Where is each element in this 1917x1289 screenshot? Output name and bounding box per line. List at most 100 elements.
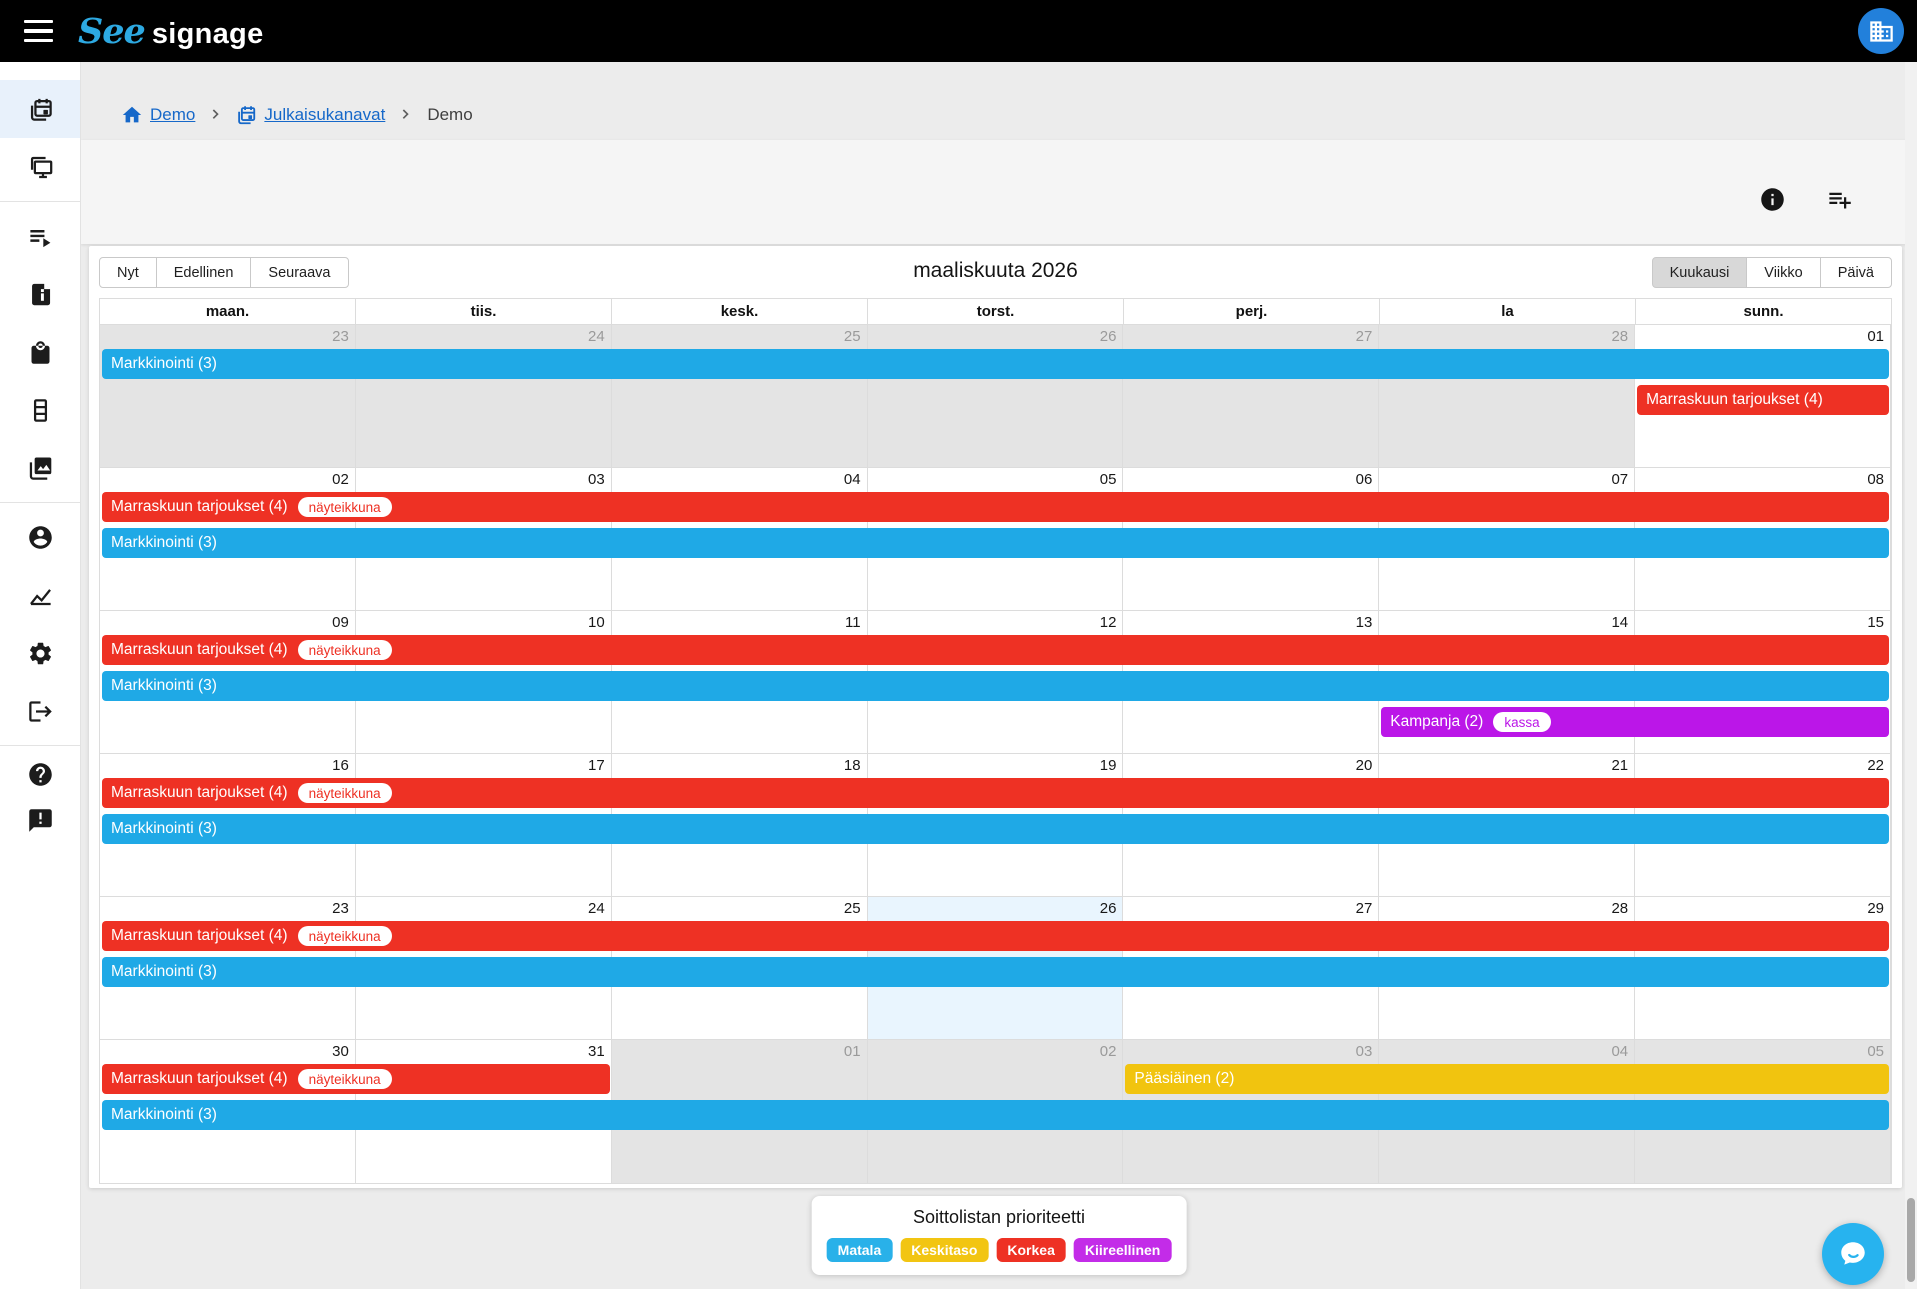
day-number: 05 [1099, 471, 1117, 488]
day-number: 19 [1099, 757, 1117, 774]
day-number: 29 [1867, 900, 1885, 917]
event-bar[interactable]: Markkinointi (3) [102, 1100, 1889, 1130]
event-bar[interactable]: Marraskuun tarjoukset (4) näyteikkuna [102, 778, 1889, 808]
legend-chip: Korkea [996, 1238, 1066, 1262]
day-number: 25 [843, 900, 861, 917]
day-number: 18 [843, 757, 861, 774]
breadcrumb: Demo Julkaisukanavat Demo [121, 104, 473, 126]
sidebar-divider [0, 201, 80, 202]
sidebar-item-feedback[interactable] [0, 797, 80, 843]
sidebar-item-displays[interactable] [0, 138, 80, 196]
nav-next-button[interactable]: Seuraava [250, 257, 349, 288]
day-number: 01 [843, 1043, 861, 1060]
view-week-button[interactable]: Viikko [1746, 257, 1821, 288]
week-row: 30 31 01 02 03 04 05 Marraskuun tarjoukset (4) n… [100, 1040, 1892, 1183]
day-number: 04 [843, 471, 861, 488]
event-bar[interactable]: Kampanja (2) kassa [1381, 707, 1889, 737]
event-label: Kampanja (2) [1390, 713, 1484, 730]
calendar-card: Nyt Edellinen Seuraava maaliskuuta 2026 … [89, 246, 1902, 1188]
day-number: 01 [1867, 328, 1885, 345]
sidebar-item-logout[interactable] [0, 682, 80, 740]
sidebar-item-table-rows[interactable] [0, 381, 80, 439]
campaigns-icon [27, 281, 54, 308]
logo-signage: signage [151, 17, 264, 50]
breadcrumb-home-link[interactable]: Demo [121, 104, 195, 126]
nav-prev-button[interactable]: Edellinen [155, 257, 252, 288]
sidebar-item-playlists[interactable] [0, 207, 80, 265]
day-number: 06 [1355, 471, 1373, 488]
event-badge: näyteikkuna [297, 783, 392, 803]
day-number: 04 [1611, 1043, 1629, 1060]
day-header: tiis. [356, 299, 612, 324]
organization-button[interactable] [1858, 8, 1904, 54]
sidebar-item-publish-calendar[interactable] [0, 80, 80, 138]
event-bar[interactable]: Marraskuun tarjoukset (4) näyteikkuna [102, 635, 1889, 665]
day-cell[interactable]: 24 [355, 325, 612, 467]
sidebar-item-campaigns[interactable] [0, 265, 80, 323]
breadcrumb-current: Demo [427, 105, 473, 124]
day-number: 28 [1611, 328, 1629, 345]
event-label: Markkinointi (3) [111, 677, 217, 694]
info-button[interactable] [1759, 186, 1786, 216]
legend-chip: Matala [826, 1238, 893, 1262]
week-row: 23 24 25 26 27 28 01 Markkinointi (3) Marraskuun… [100, 325, 1892, 468]
event-bar[interactable]: Markkinointi (3) [102, 957, 1889, 987]
day-number: 03 [588, 471, 605, 488]
event-bar[interactable]: Markkinointi (3) [102, 349, 1889, 379]
calendar-toolbar: Nyt Edellinen Seuraava maaliskuuta 2026 … [89, 246, 1902, 298]
legend-chip: Kiireellinen [1073, 1238, 1172, 1262]
day-number: 14 [1611, 614, 1629, 631]
nav-now-button[interactable]: Nyt [99, 257, 157, 288]
day-number: 03 [1355, 1043, 1373, 1060]
top-header: See signage [0, 0, 1917, 62]
event-bar[interactable]: Marraskuun tarjoukset (4) näyteikkuna [102, 1064, 610, 1094]
view-day-button[interactable]: Päivä [1819, 257, 1892, 288]
event-bar[interactable]: Pääsiäinen (2) [1125, 1064, 1889, 1094]
feedback-icon [27, 807, 54, 834]
day-header: la [1380, 299, 1636, 324]
event-bar[interactable]: Markkinointi (3) [102, 528, 1889, 558]
day-cell[interactable]: 25 [611, 325, 868, 467]
event-label: Markkinointi (3) [111, 820, 217, 837]
event-bar[interactable]: Marraskuun tarjoukset (4) [1637, 385, 1889, 415]
day-cell[interactable]: 27 [1123, 325, 1380, 467]
week-row: 02 03 04 05 06 07 08 Marraskuun tarjoukset (4) n… [100, 468, 1892, 611]
sidebar [0, 62, 81, 1289]
calendar-title: maaliskuuta 2026 [913, 259, 1078, 282]
event-badge: kassa [1493, 712, 1551, 732]
event-bar[interactable]: Marraskuun tarjoukset (4) näyteikkuna [102, 492, 1889, 522]
chat-bubble-icon [1834, 1235, 1872, 1273]
event-bar[interactable]: Markkinointi (3) [102, 671, 1889, 701]
day-cell[interactable]: 28 [1379, 325, 1636, 467]
day-number: 26 [1099, 900, 1117, 917]
sidebar-item-account[interactable] [0, 508, 80, 566]
day-cell[interactable]: 26 [867, 325, 1124, 467]
day-header: kesk. [612, 299, 868, 324]
sidebar-item-help[interactable] [0, 751, 80, 797]
legend-chips: Matala Keskitaso Korkea Kiireellinen [826, 1238, 1172, 1262]
day-number: 31 [588, 1043, 605, 1060]
day-number: 24 [588, 900, 605, 917]
day-number: 23 [332, 328, 349, 345]
day-number: 05 [1867, 1043, 1885, 1060]
event-bar[interactable]: Marraskuun tarjoukset (4) näyteikkuna [102, 921, 1889, 951]
event-badge: näyteikkuna [297, 1069, 392, 1089]
sidebar-item-media-library[interactable] [0, 439, 80, 497]
account-icon [27, 524, 54, 551]
sidebar-item-settings[interactable] [0, 624, 80, 682]
day-number: 20 [1355, 757, 1373, 774]
breadcrumb-channels-link[interactable]: Julkaisukanavat [235, 104, 385, 126]
menu-button[interactable] [22, 18, 56, 44]
playlist-add-button[interactable] [1826, 186, 1853, 216]
scrollbar-thumb[interactable] [1907, 1198, 1915, 1282]
view-month-button[interactable]: Kuukausi [1651, 257, 1748, 288]
sidebar-divider [0, 502, 80, 503]
sidebar-item-statistics[interactable] [0, 566, 80, 624]
chat-button[interactable] [1822, 1223, 1884, 1285]
day-header: torst. [868, 299, 1124, 324]
sidebar-item-shop[interactable] [0, 323, 80, 381]
day-cell[interactable]: 23 [100, 325, 356, 467]
day-header: maan. [100, 299, 356, 324]
event-bar[interactable]: Markkinointi (3) [102, 814, 1889, 844]
day-number: 27 [1355, 328, 1373, 345]
